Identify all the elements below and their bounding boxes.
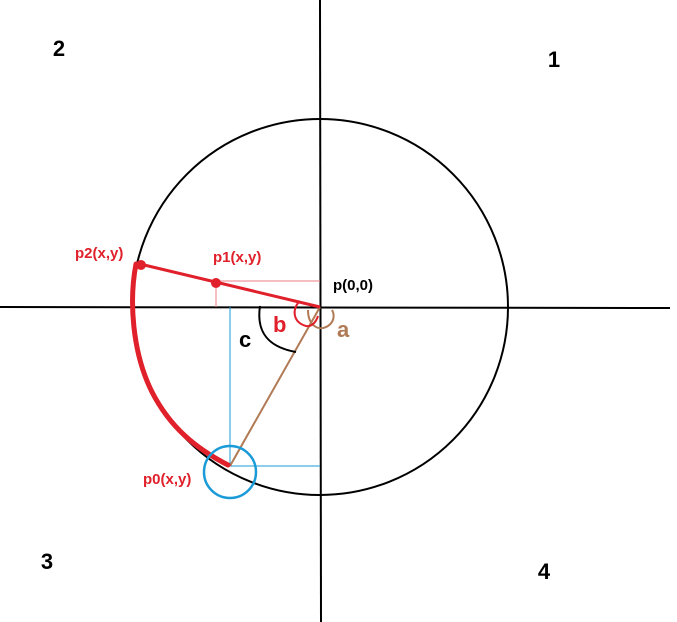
p2-dot bbox=[136, 260, 146, 270]
angle-a-arc bbox=[307, 309, 335, 330]
p0-highlight-circle bbox=[202, 444, 258, 500]
p1-dot bbox=[211, 278, 221, 288]
origin-label: p(0,0) bbox=[333, 277, 373, 294]
angle-b-arc bbox=[293, 300, 319, 328]
arc-p2-to-p0 bbox=[130, 261, 231, 468]
angle-c-label: c bbox=[239, 327, 251, 352]
p1-label: p1(x,y) bbox=[213, 249, 261, 266]
angle-c-arc bbox=[258, 305, 297, 353]
quadrant-1-label: 1 bbox=[548, 47, 560, 72]
quadrant-4-label: 4 bbox=[538, 559, 551, 584]
angle-b-label: b bbox=[273, 312, 286, 337]
quadrant-2-label: 2 bbox=[53, 36, 65, 61]
radius-to-p2 bbox=[139, 262, 321, 309]
quadrant-3-label: 3 bbox=[41, 549, 53, 574]
angle-a-label: a bbox=[337, 317, 350, 342]
p0-label: p0(x,y) bbox=[143, 471, 191, 488]
radius-to-p0 bbox=[229, 306, 321, 467]
y-axis bbox=[319, 0, 322, 622]
x-axis bbox=[0, 306, 671, 309]
p2-label: p2(x,y) bbox=[75, 245, 123, 262]
